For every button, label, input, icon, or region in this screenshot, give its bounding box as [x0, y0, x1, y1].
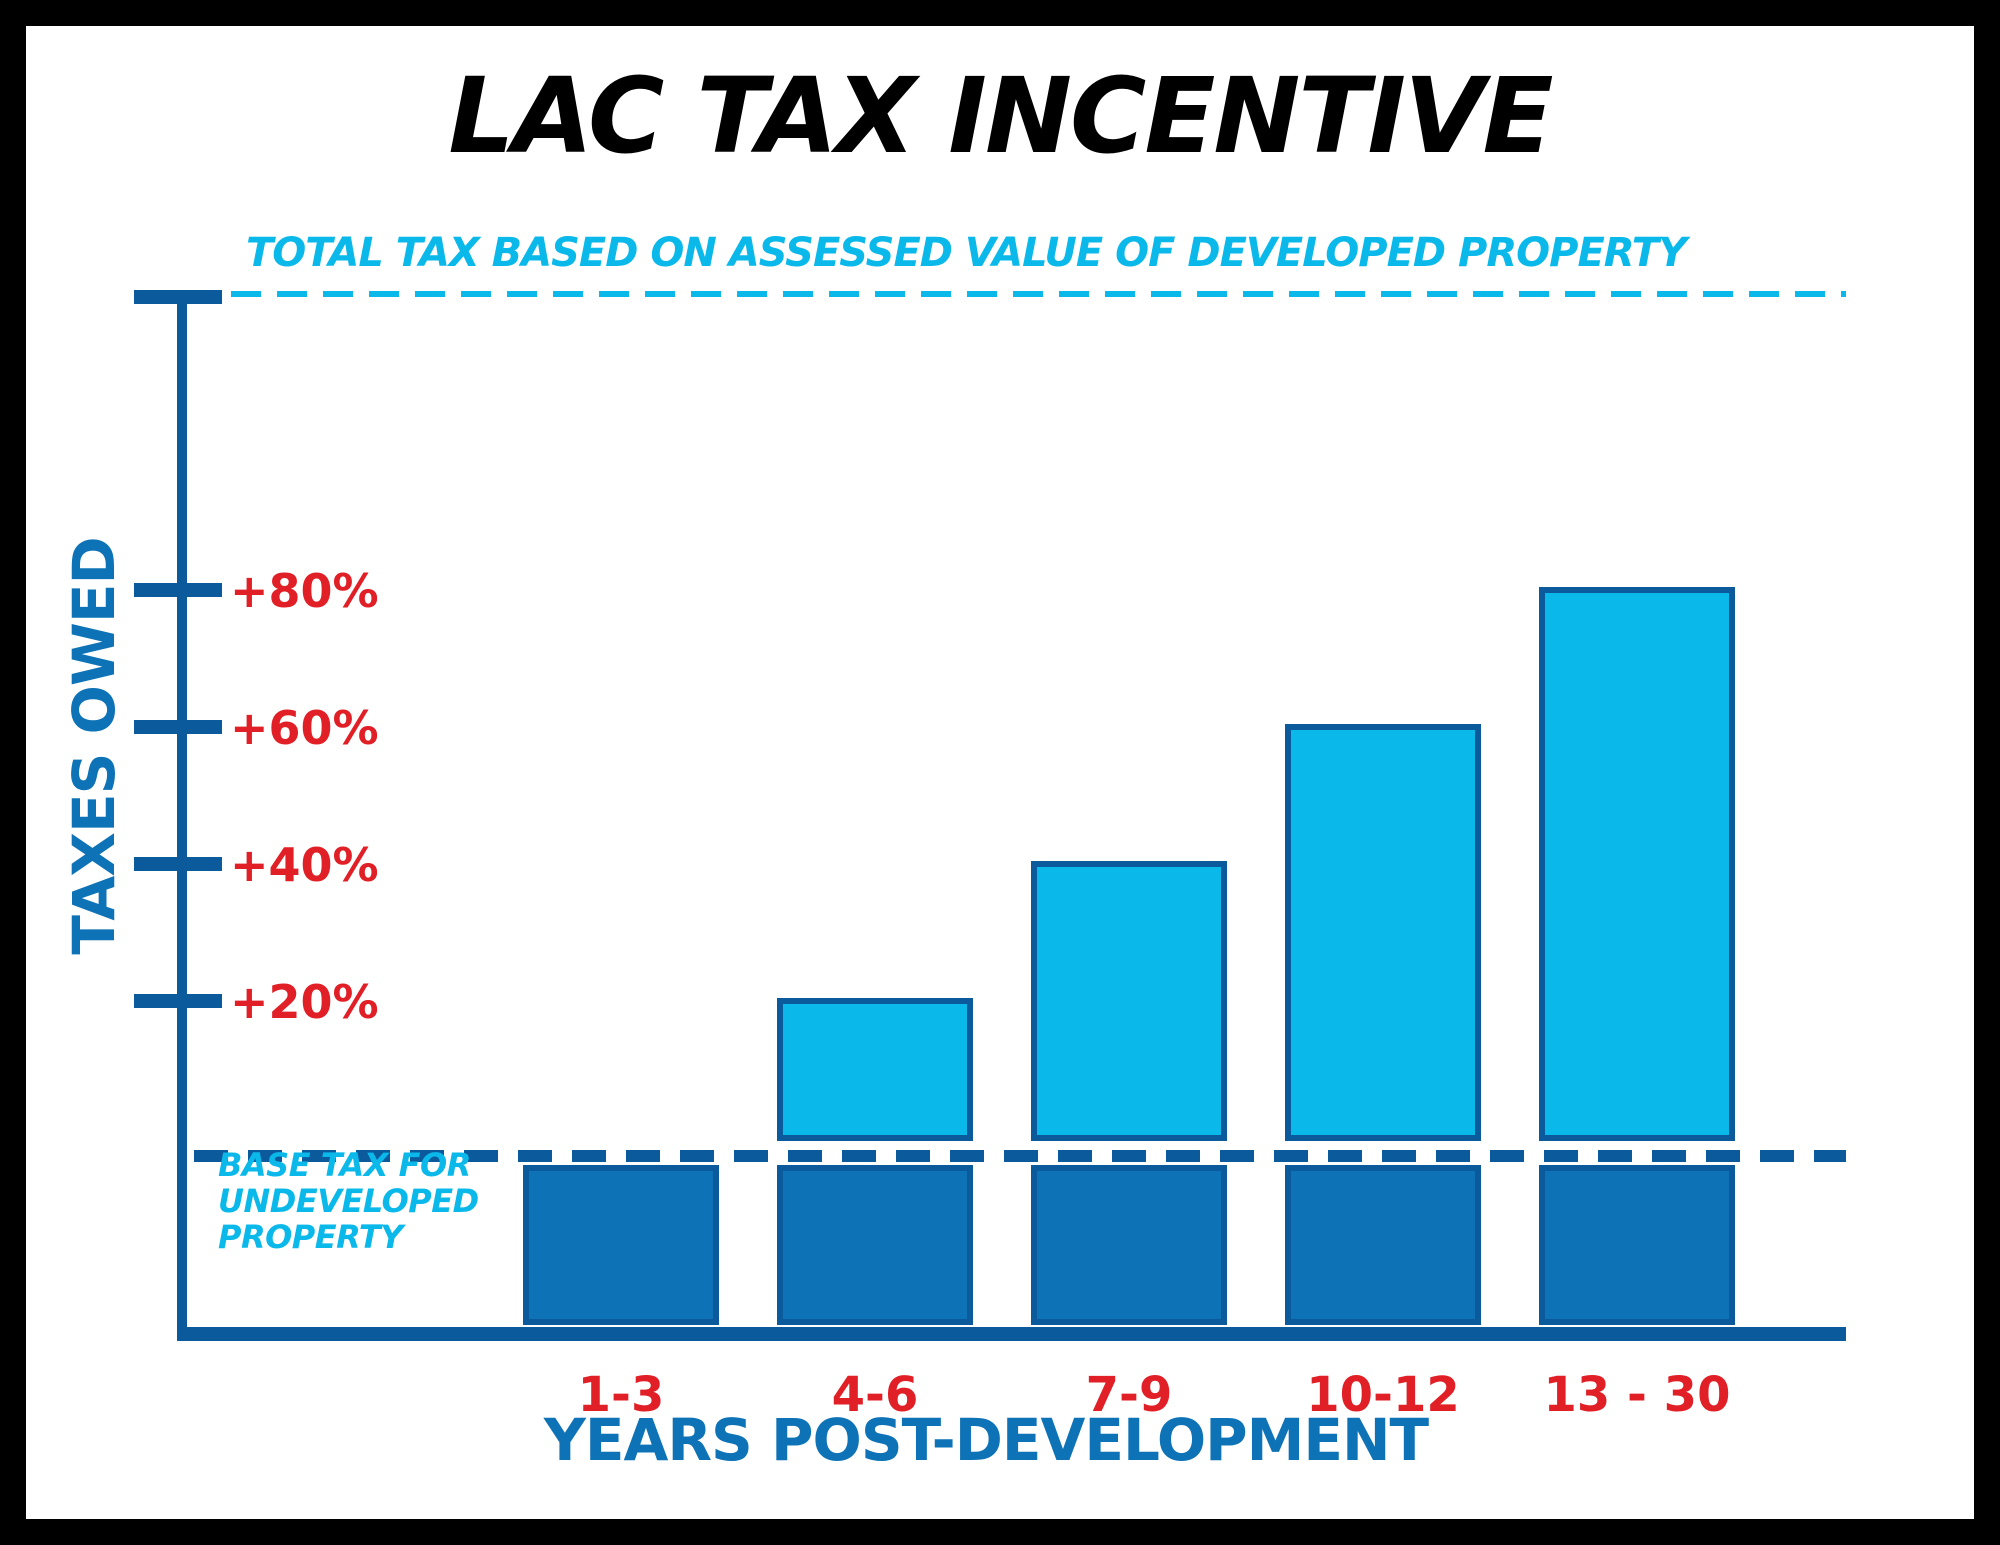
x-tick-label: 13 - 30 — [1544, 1367, 1731, 1423]
x-tick-label: 1-3 — [578, 1367, 665, 1423]
x-tick-label: 4-6 — [832, 1367, 919, 1423]
increment-bar — [777, 998, 973, 1141]
chart: LAC TAX INCENTIVE TOTAL TAX BASED ON ASS… — [60, 55, 1846, 1474]
y-tick-label: +40% — [230, 838, 379, 892]
y-tick-label: +80% — [230, 564, 379, 618]
increment-bar — [1285, 724, 1481, 1141]
chart-panel: LAC TAX INCENTIVE TOTAL TAX BASED ON ASS… — [26, 26, 1974, 1519]
base-bar — [1031, 1165, 1227, 1325]
base-label-line-1: BASE TAX FOR — [218, 1146, 471, 1184]
y-axis-title: TAXES OWED — [60, 537, 128, 954]
chart-marks: +20% +40% +60% +80% 1-3 4-6 7-9 10-12 13 - 30 — [134, 290, 1846, 1423]
y-tick-label: +20% — [230, 975, 379, 1029]
top-line-label: TOTAL TAX BASED ON ASSESSED VALUE OF DEV… — [246, 230, 1691, 276]
x-axis-title: YEARS POST-DEVELOPMENT — [543, 1406, 1430, 1474]
y-tick-label: +60% — [230, 701, 379, 755]
base-label-line-3: PROPERTY — [218, 1218, 406, 1256]
base-bar — [523, 1165, 719, 1325]
x-tick-label: 10-12 — [1306, 1367, 1460, 1423]
x-tick-label: 7-9 — [1086, 1367, 1173, 1423]
chart-title: LAC TAX INCENTIVE — [448, 55, 1552, 177]
base-label-line-2: UNDEVELOPED — [218, 1182, 479, 1220]
base-bar — [1539, 1165, 1735, 1325]
base-bar — [1285, 1165, 1481, 1325]
increment-bar — [1031, 861, 1227, 1141]
increment-bar — [1539, 587, 1735, 1141]
base-bar — [777, 1165, 973, 1325]
